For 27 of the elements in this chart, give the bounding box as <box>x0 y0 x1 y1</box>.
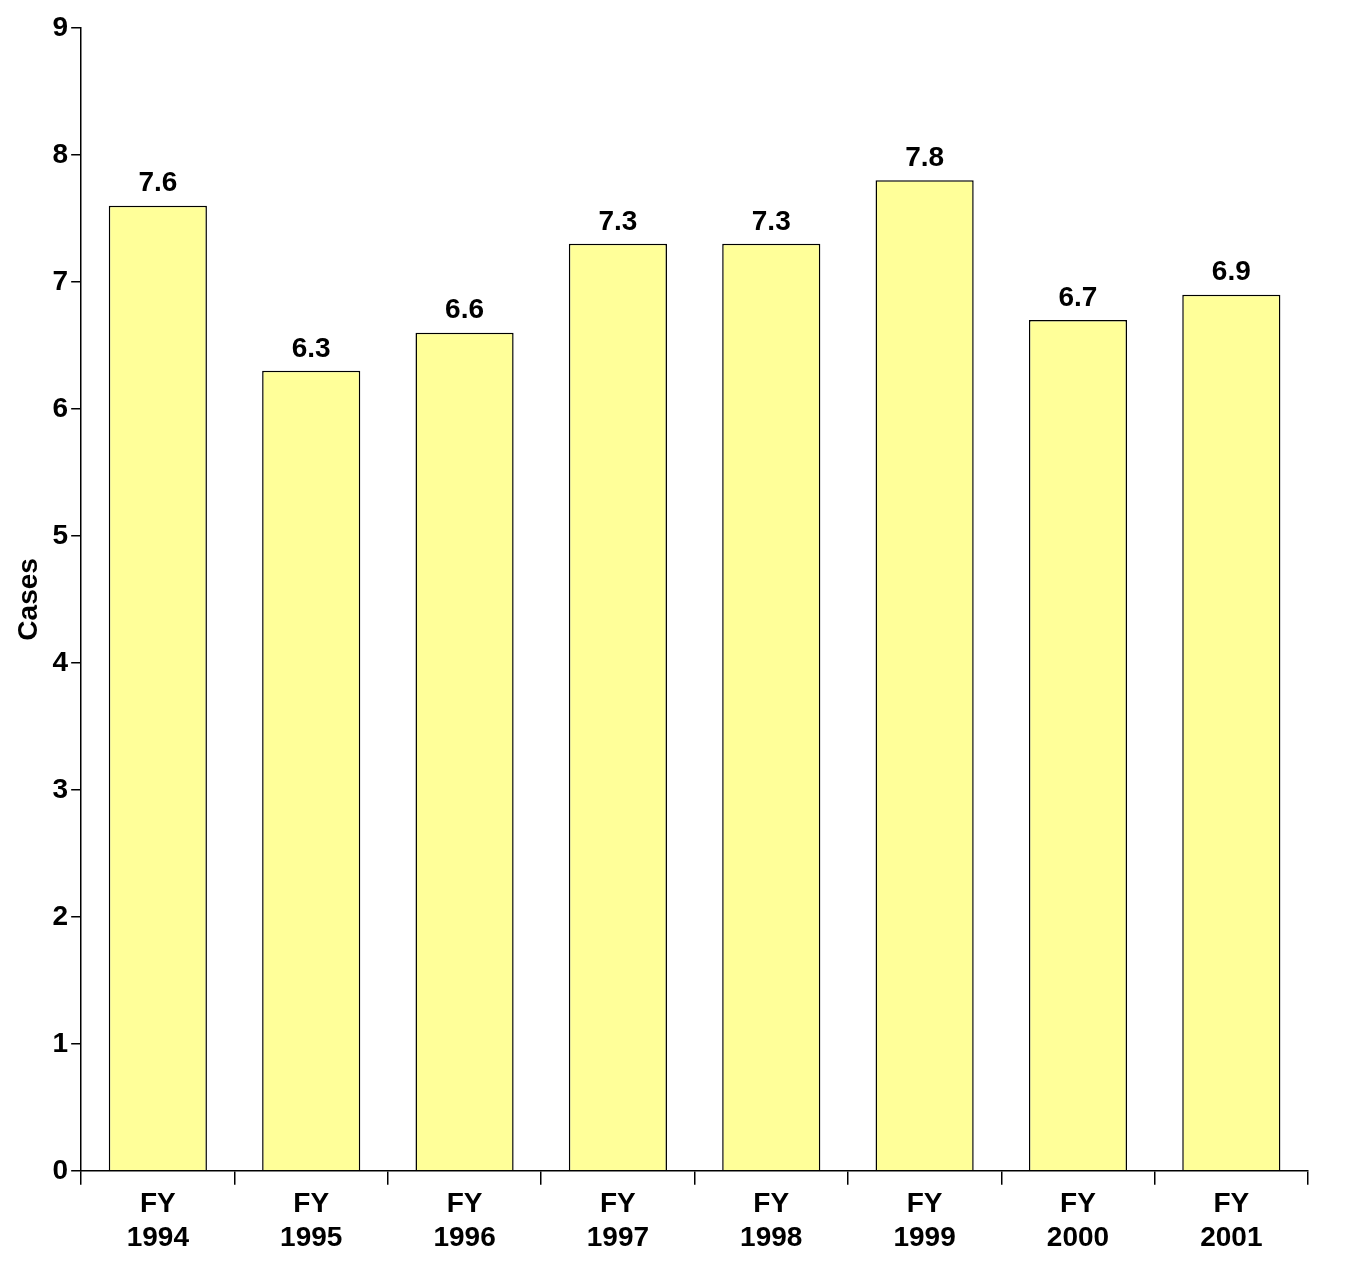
y-tick-label: 0 <box>52 1153 69 1185</box>
x-tick-label: FY 1998 <box>740 1187 803 1252</box>
y-axis-title: Cases <box>11 558 43 641</box>
x-tick-label: FY 2000 <box>1046 1187 1110 1252</box>
x-tick-label: FY 1997 <box>586 1187 650 1252</box>
x-tick-label: FY 1996 <box>433 1187 496 1252</box>
data-label: 7.6 <box>138 166 178 198</box>
data-label: 7.3 <box>751 204 791 236</box>
x-tick-label: FY 1995 <box>280 1187 343 1252</box>
data-label: 6.7 <box>1058 280 1098 312</box>
data-label: 7.8 <box>905 141 945 173</box>
x-tick-label: FY 1994 <box>126 1187 190 1252</box>
y-tick-label: 8 <box>52 137 69 169</box>
data-label: 6.9 <box>1211 255 1251 287</box>
y-tick-label: 5 <box>52 518 69 550</box>
y-tick-label: 2 <box>52 899 69 931</box>
y-tick-label: 1 <box>52 1026 69 1058</box>
data-label: 6.3 <box>291 331 331 363</box>
data-label: 7.3 <box>598 204 638 236</box>
x-tick-label: FY 1999 <box>893 1187 956 1252</box>
y-tick-label: 6 <box>52 391 69 423</box>
y-tick-label: 4 <box>52 645 69 677</box>
data-label: 6.6 <box>445 293 485 325</box>
y-tick-label: 9 <box>52 10 69 42</box>
x-tick-label: FY 2001 <box>1200 1187 1263 1252</box>
y-tick-label: 7 <box>52 264 69 296</box>
y-tick-label: 3 <box>52 772 69 804</box>
